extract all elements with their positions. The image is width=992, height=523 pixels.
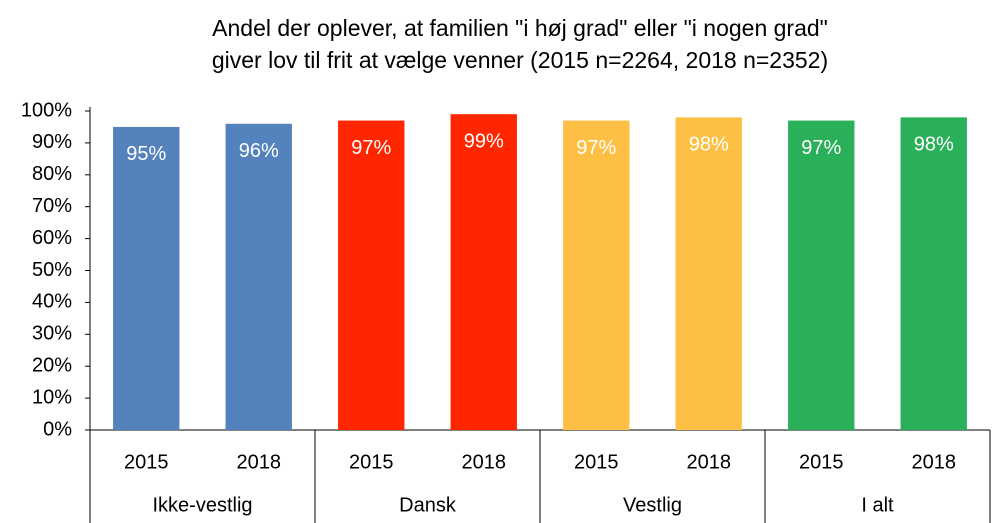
y-tick-label: 0% xyxy=(43,418,72,440)
value-label: 96% xyxy=(239,140,279,162)
y-tick-label: 20% xyxy=(32,354,72,376)
x-tick-label: 2018 xyxy=(237,451,282,473)
x-tick-label: 2015 xyxy=(349,451,394,473)
y-tick-label: 80% xyxy=(32,163,72,185)
x-tick-label: 2015 xyxy=(799,451,844,473)
x-tick-label: 2015 xyxy=(124,451,169,473)
bar xyxy=(675,117,742,430)
value-label: 97% xyxy=(576,137,616,159)
y-tick-label: 50% xyxy=(32,259,72,281)
bar xyxy=(900,117,967,430)
x-tick-label: 2018 xyxy=(462,451,507,473)
value-label: 95% xyxy=(126,143,166,165)
group-label: I alt xyxy=(861,494,894,516)
chart-title: giver lov til frit at vælge venner (2015… xyxy=(212,47,828,73)
y-tick-label: 100% xyxy=(21,99,72,121)
value-label: 97% xyxy=(801,137,841,159)
y-tick-label: 10% xyxy=(32,386,72,408)
y-tick-label: 70% xyxy=(32,195,72,217)
group-label: Ikke-vestlig xyxy=(152,494,252,516)
value-label: 97% xyxy=(351,137,391,159)
bar xyxy=(113,126,180,430)
y-tick-label: 40% xyxy=(32,291,72,313)
value-label: 98% xyxy=(914,134,954,156)
bar xyxy=(225,123,292,430)
bar xyxy=(450,114,517,430)
bar xyxy=(788,120,855,430)
group-label: Vestlig xyxy=(623,494,682,516)
y-tick-label: 90% xyxy=(32,131,72,153)
chart-title: Andel der oplever, at familien "i høj gr… xyxy=(212,15,828,41)
group-label: Dansk xyxy=(399,494,457,516)
x-tick-label: 2018 xyxy=(912,451,957,473)
value-label: 98% xyxy=(689,134,729,156)
bar xyxy=(338,120,405,430)
x-tick-label: 2018 xyxy=(687,451,732,473)
x-tick-label: 2015 xyxy=(574,451,619,473)
value-label: 99% xyxy=(464,130,504,152)
y-tick-label: 60% xyxy=(32,227,72,249)
y-tick-label: 30% xyxy=(32,323,72,345)
bar xyxy=(563,120,630,430)
